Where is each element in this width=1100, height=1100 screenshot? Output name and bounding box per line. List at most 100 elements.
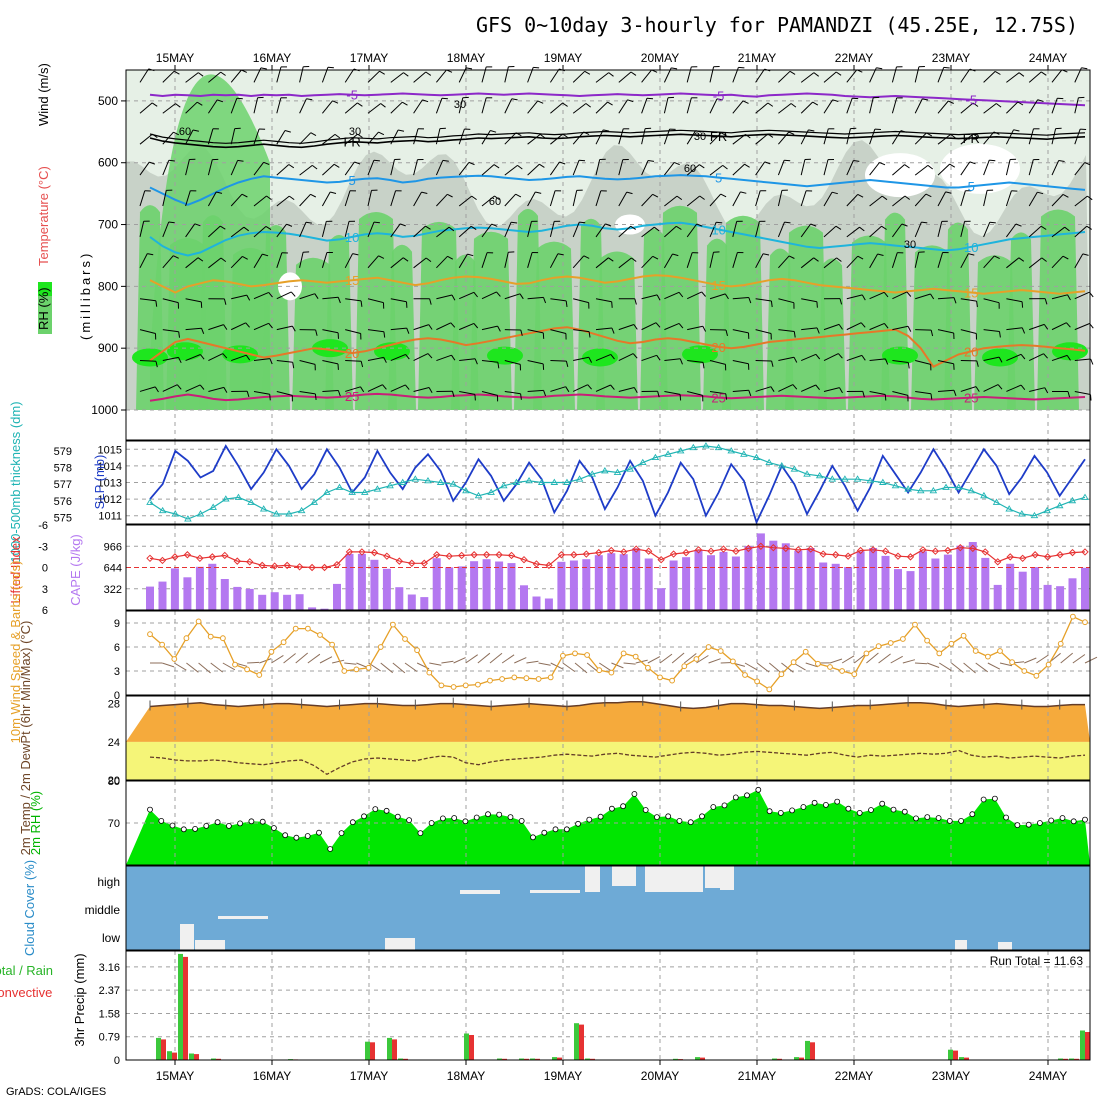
precip-total-bar — [189, 1053, 194, 1060]
li-marker — [894, 552, 902, 560]
wind-barb-flag — [994, 70, 1001, 75]
surface-wind-barb — [975, 662, 988, 673]
wind-barb — [504, 252, 509, 268]
wind-barb-flag — [378, 131, 385, 136]
precip-total-bar — [156, 1037, 161, 1060]
wind-barb — [892, 164, 905, 176]
wind-speed-marker — [669, 677, 675, 684]
wind-barb-flag — [223, 298, 227, 305]
wind-speed-marker — [1057, 640, 1064, 647]
cape-bar — [357, 553, 366, 610]
wind-barb — [321, 191, 331, 207]
cape-bar — [308, 607, 317, 610]
precip-total-bar — [794, 1057, 799, 1060]
wind-barb — [481, 66, 487, 83]
thickness-marker — [638, 458, 647, 466]
li-tick-label: -6 — [38, 520, 48, 532]
wind-barb-flag — [421, 191, 428, 194]
thickness-marker — [335, 483, 344, 490]
wind-barb — [664, 225, 677, 238]
rh2m-tick-label: 70 — [108, 818, 120, 830]
wind-barb-flag — [611, 301, 613, 308]
surface-wind-barb — [647, 656, 661, 664]
wind-barb — [846, 294, 863, 300]
wind-barb-flag — [839, 387, 843, 394]
wind-barb — [891, 252, 898, 268]
top-day-label: 15MAY — [156, 51, 194, 65]
wind-speed-marker — [220, 635, 226, 642]
surface-wind-barb — [1084, 656, 1098, 664]
wind-barb — [413, 128, 419, 145]
thickness-tick-label: 579 — [54, 446, 72, 458]
wind-barb — [800, 257, 815, 269]
y-tick-label: 1000 — [91, 403, 118, 417]
wind-barb-flag — [289, 195, 295, 201]
wind-barb — [1051, 294, 1068, 300]
rh2m-marker — [541, 829, 548, 836]
wind-barb — [892, 195, 906, 207]
cloud-tick-label: high — [97, 875, 120, 889]
wind-barb — [230, 322, 246, 331]
wind-barb-flag — [422, 99, 429, 103]
rh2m-marker — [946, 818, 953, 824]
surface-wind-barb — [659, 653, 673, 664]
cape-bar — [1031, 567, 1040, 610]
thickness-marker — [171, 510, 180, 517]
li-marker — [669, 550, 678, 558]
cape-bar — [320, 608, 329, 610]
wind-barb — [208, 257, 222, 269]
wind-barb — [823, 387, 840, 392]
cape-bar — [869, 548, 878, 610]
wind-barb-flag — [832, 99, 839, 102]
thickness-marker — [790, 465, 799, 472]
wind-speed-marker — [171, 656, 178, 662]
rh2m-marker — [462, 818, 469, 825]
rh-green-column — [355, 211, 397, 410]
wind-barb-flag — [306, 98, 313, 101]
wind-barb-flag — [360, 361, 364, 368]
li-marker — [856, 546, 865, 555]
wind-barb-flag — [815, 353, 821, 360]
cape-bar — [407, 594, 416, 610]
wind-barb — [481, 252, 488, 268]
rh-bright-pocket — [487, 346, 523, 365]
wind-barb — [914, 66, 920, 83]
wind-barb — [595, 257, 609, 269]
thickness-marker — [411, 475, 420, 482]
wind-barb — [162, 131, 174, 145]
wind-barb — [162, 298, 179, 304]
li-marker — [807, 545, 815, 553]
precip-total-bar — [387, 1037, 392, 1060]
wind-barb-flag — [722, 164, 728, 170]
wind-barb-flag — [241, 193, 248, 198]
rh-green-column — [1007, 232, 1035, 410]
wind-barb — [915, 390, 932, 395]
wind-barb — [139, 329, 156, 334]
wind-barb-flag — [223, 324, 228, 330]
wind-barb — [367, 131, 379, 145]
wind-barb — [208, 324, 224, 331]
li-marker — [732, 547, 740, 555]
surface-wind-barb — [271, 654, 284, 664]
li-marker — [682, 548, 690, 557]
wind-barb-flag — [699, 164, 705, 169]
wind-barb-flag — [383, 357, 387, 363]
wind-barb-flag — [425, 71, 432, 76]
cape-bar — [707, 555, 715, 610]
wind-barb — [595, 353, 611, 362]
wind-speed-marker — [353, 666, 360, 673]
wind-barb-flag — [792, 384, 798, 390]
isotherm-label: FR — [343, 135, 360, 150]
surface-wind-barb — [538, 662, 551, 666]
wind-speed-marker — [280, 639, 287, 646]
isotherm-label: -5 — [713, 88, 725, 103]
rh2m-marker — [349, 819, 356, 826]
wind-barb — [846, 354, 863, 362]
wind-barb-flag — [373, 159, 380, 162]
li-tick-label: 3 — [42, 584, 48, 596]
wind-speed-marker — [183, 635, 190, 642]
wind-barb-flag — [740, 191, 747, 194]
wind-barb — [367, 190, 372, 207]
rh-green-column — [1037, 209, 1079, 410]
wind-barb — [641, 226, 655, 238]
